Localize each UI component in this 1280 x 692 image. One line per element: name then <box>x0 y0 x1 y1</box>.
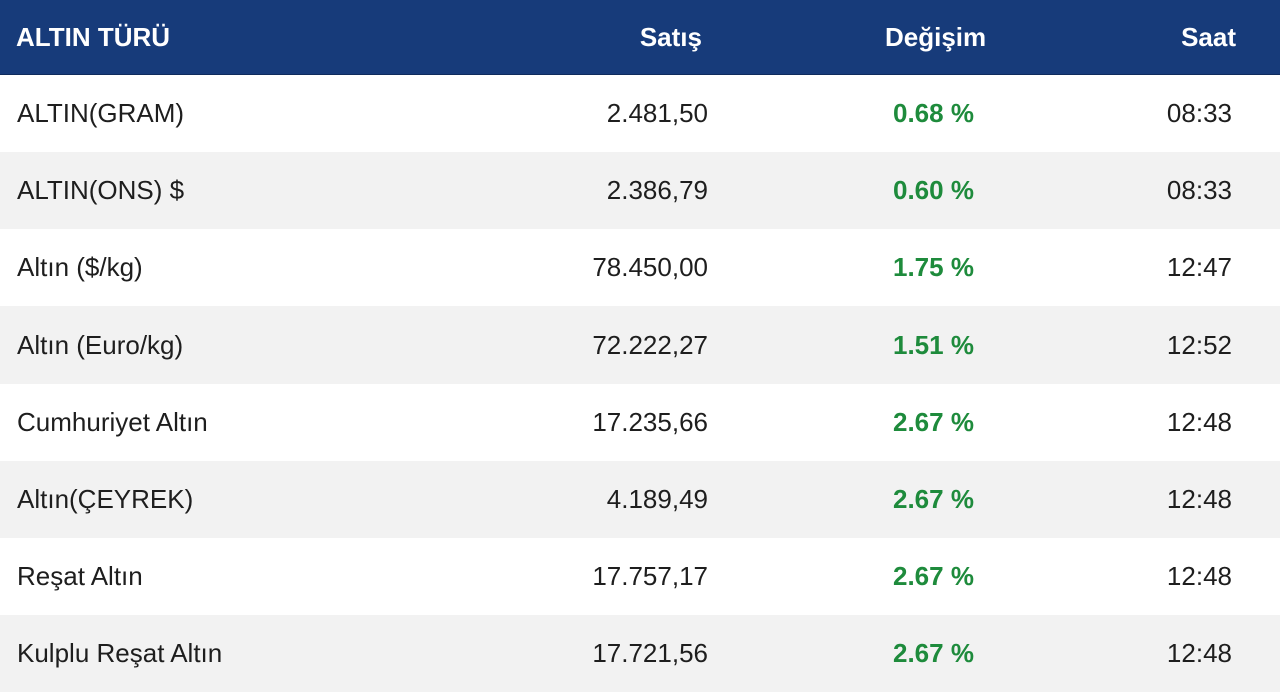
row-gold-type: Kulplu Reşat Altın <box>17 637 223 668</box>
row-time: 12:52 <box>1166 329 1232 360</box>
row-time: 12:48 <box>1166 483 1232 514</box>
table-row[interactable]: Kulplu Reşat Altın 17.721,56 2.67 % 12:4… <box>0 614 1280 692</box>
header-gold-type[interactable]: ALTIN TÜRÜ <box>16 21 171 52</box>
row-sell-price: 72.222,27 <box>592 329 708 360</box>
table-row[interactable]: Reşat Altın 17.757,17 2.67 % 12:48 <box>0 537 1280 615</box>
row-change: 1.75 % <box>893 252 974 283</box>
row-sell-price: 2.386,79 <box>606 175 708 206</box>
row-change: 0.68 % <box>893 98 974 129</box>
row-gold-type: Altın(ÇEYREK) <box>17 483 194 514</box>
row-change: 2.67 % <box>893 560 974 591</box>
row-time: 12:47 <box>1166 252 1232 283</box>
table-row[interactable]: Altın(ÇEYREK) 4.189,49 2.67 % 12:48 <box>0 460 1280 538</box>
row-gold-type: ALTIN(ONS) $ <box>17 175 185 206</box>
row-sell-price: 17.757,17 <box>592 560 708 591</box>
row-change: 1.51 % <box>893 329 974 360</box>
row-sell-price: 17.235,66 <box>592 406 708 437</box>
row-gold-type: Altın ($/kg) <box>17 252 143 283</box>
row-change: 2.67 % <box>893 406 974 437</box>
table-row[interactable]: Cumhuriyet Altın 17.235,66 2.67 % 12:48 <box>0 383 1280 461</box>
row-change: 2.67 % <box>893 483 974 514</box>
row-change: 0.60 % <box>893 175 974 206</box>
row-gold-type: ALTIN(GRAM) <box>17 98 185 129</box>
row-change: 2.67 % <box>893 637 974 668</box>
row-time: 08:33 <box>1166 175 1232 206</box>
table-row[interactable]: ALTIN(ONS) $ 2.386,79 0.60 % 08:33 <box>0 152 1280 230</box>
row-sell-price: 4.189,49 <box>606 483 708 514</box>
header-time[interactable]: Saat <box>1181 21 1236 52</box>
table-header: ALTIN TÜRÜ Satış Değişim Saat <box>0 0 1280 76</box>
row-sell-price: 17.721,56 <box>592 637 708 668</box>
row-gold-type: Reşat Altın <box>17 560 143 591</box>
row-gold-type: Cumhuriyet Altın <box>17 406 208 437</box>
header-change[interactable]: Değişim <box>885 21 987 52</box>
row-time: 12:48 <box>1166 406 1232 437</box>
row-time: 08:33 <box>1166 98 1232 129</box>
row-sell-price: 2.481,50 <box>606 98 708 129</box>
table-row[interactable]: Altın ($/kg) 78.450,00 1.75 % 12:47 <box>0 229 1280 307</box>
header-sell[interactable]: Satış <box>639 21 702 52</box>
row-sell-price: 78.450,00 <box>592 252 708 283</box>
row-gold-type: Altın (Euro/kg) <box>17 329 184 360</box>
row-time: 12:48 <box>1166 637 1232 668</box>
table-row[interactable]: Altın (Euro/kg) 72.222,27 1.51 % 12:52 <box>0 306 1280 384</box>
table-row[interactable]: ALTIN(GRAM) 2.481,50 0.68 % 08:33 <box>0 75 1280 153</box>
row-time: 12:48 <box>1166 560 1232 591</box>
